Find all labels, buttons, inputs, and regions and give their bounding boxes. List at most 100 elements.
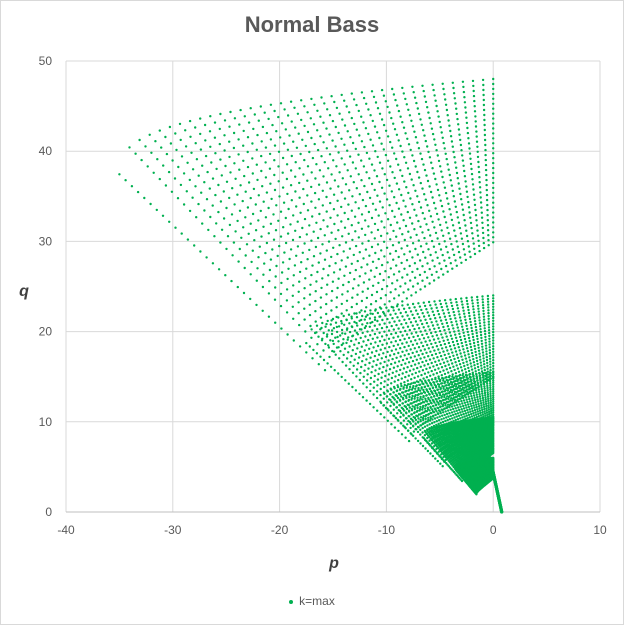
- data-point: [279, 102, 283, 105]
- data-point: [285, 311, 289, 314]
- data-point: [376, 409, 379, 412]
- data-point: [437, 375, 440, 378]
- data-point: [164, 135, 167, 139]
- data-point: [193, 244, 196, 247]
- data-point: [450, 405, 454, 408]
- data-point: [481, 301, 485, 304]
- data-point: [335, 296, 339, 299]
- data-point: [209, 115, 212, 118]
- data-point: [430, 331, 433, 335]
- data-point: [417, 386, 420, 390]
- data-point: [492, 356, 495, 359]
- data-point: [443, 315, 447, 318]
- data-point: [401, 121, 404, 124]
- data-point: [492, 400, 495, 403]
- data-point: [492, 211, 495, 214]
- data-point: [333, 100, 336, 104]
- data-point: [456, 418, 460, 421]
- data-point: [437, 218, 440, 221]
- data-point: [294, 161, 297, 164]
- data-point: [471, 183, 475, 186]
- data-point: [285, 163, 289, 166]
- data-point: [177, 165, 180, 169]
- data-point: [414, 247, 417, 251]
- data-point: [328, 133, 331, 136]
- data-point: [182, 203, 186, 206]
- data-point: [468, 339, 471, 343]
- data-point: [214, 152, 217, 155]
- data-point: [429, 452, 432, 455]
- data-point: [412, 401, 415, 404]
- data-point: [332, 342, 335, 346]
- data-point: [304, 330, 307, 333]
- data-point: [482, 376, 485, 379]
- data-point: [249, 107, 252, 110]
- data-point: [368, 196, 372, 200]
- data-point: [425, 382, 428, 385]
- data-point: [401, 300, 404, 303]
- data-point: [440, 333, 443, 336]
- data-point: [489, 407, 493, 411]
- data-point: [413, 376, 416, 379]
- data-point: [419, 245, 423, 248]
- data-point: [390, 324, 393, 328]
- data-point: [350, 339, 353, 343]
- data-point: [434, 207, 437, 210]
- data-point: [380, 287, 384, 291]
- data-point: [430, 353, 434, 357]
- data-point: [456, 216, 459, 219]
- data-point: [461, 384, 464, 387]
- data-point: [441, 358, 444, 361]
- data-point: [437, 159, 441, 163]
- data-point: [387, 373, 391, 376]
- data-point: [482, 380, 486, 384]
- data-point: [407, 344, 410, 348]
- data-point: [265, 191, 269, 194]
- data-point: [370, 216, 374, 220]
- data-point: [317, 198, 321, 201]
- data-point: [411, 270, 414, 274]
- data-point: [218, 142, 221, 146]
- data-point: [412, 415, 415, 419]
- data-point: [417, 327, 421, 330]
- data-point: [451, 417, 454, 420]
- data-point: [358, 311, 361, 314]
- data-point: [475, 219, 478, 222]
- data-point: [358, 392, 361, 395]
- data-point: [359, 336, 362, 340]
- data-point: [323, 369, 327, 372]
- data-point: [377, 281, 380, 285]
- data-point: [473, 367, 477, 370]
- data-point: [476, 398, 479, 401]
- data-point: [373, 222, 377, 226]
- data-point: [482, 318, 486, 321]
- data-point: [464, 404, 467, 407]
- data-point: [437, 397, 440, 400]
- data-point: [385, 334, 388, 337]
- data-point: [465, 406, 468, 409]
- data-point: [475, 328, 478, 332]
- data-point: [310, 171, 313, 174]
- data-point: [279, 292, 283, 296]
- data-point: [470, 397, 474, 400]
- data-point: [443, 390, 446, 393]
- data-point: [413, 407, 416, 411]
- data-point: [444, 152, 447, 155]
- data-point: [439, 388, 442, 391]
- data-point: [436, 323, 439, 326]
- data-point: [278, 195, 281, 198]
- data-point: [286, 232, 290, 235]
- data-point: [353, 278, 356, 281]
- data-point: [444, 191, 448, 195]
- data-point: [209, 215, 212, 219]
- data-point: [311, 156, 315, 160]
- data-point: [385, 342, 389, 345]
- data-point: [355, 128, 358, 131]
- data-point: [426, 434, 430, 437]
- data-point: [443, 329, 446, 332]
- data-point: [426, 204, 429, 207]
- data-point: [492, 336, 495, 339]
- data-point: [388, 300, 391, 303]
- data-point: [323, 234, 326, 237]
- data-point: [419, 442, 422, 445]
